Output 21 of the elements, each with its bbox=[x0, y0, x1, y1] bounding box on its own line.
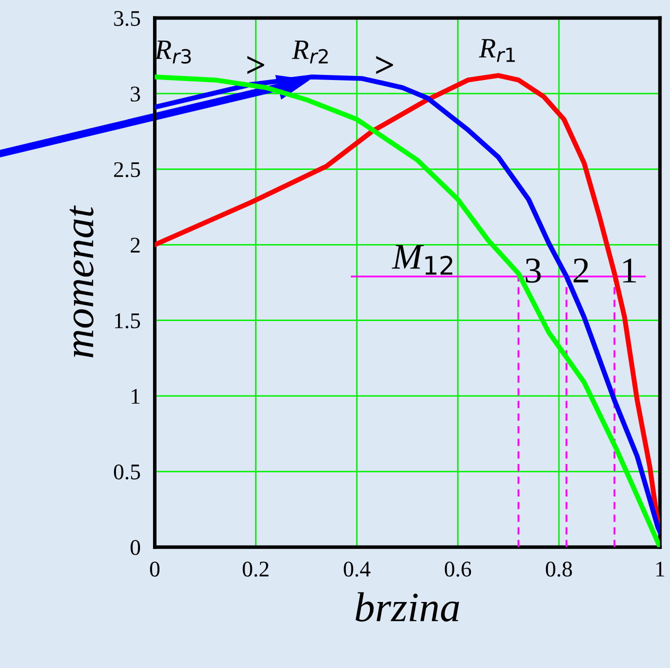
y-tick-label: 3.5 bbox=[114, 11, 140, 26]
y-tick-label: 2 bbox=[130, 238, 140, 252]
x-tick-label: 0.4 bbox=[344, 562, 370, 577]
x-tick-label: 0.8 bbox=[546, 562, 572, 577]
y-tick-label: 0.5 bbox=[114, 464, 140, 480]
x-axis-title: brzina bbox=[356, 592, 460, 622]
annotation: M$_{12}$ bbox=[392, 244, 452, 275]
y-tick-label: 3 bbox=[130, 86, 140, 102]
series-label: R$_{r3}$ bbox=[154, 40, 191, 64]
y-tick-label: 1.5 bbox=[115, 313, 140, 328]
y-tick-label: 2.5 bbox=[114, 162, 140, 178]
y-tick-label: 1 bbox=[132, 388, 140, 404]
x-tick-label: 0 bbox=[150, 562, 160, 577]
y-tick-label: 0 bbox=[130, 540, 140, 556]
x-tick-label: 1 bbox=[656, 562, 664, 576]
y-axis-title: momenat bbox=[70, 205, 94, 358]
annotation: > bbox=[376, 56, 393, 74]
x-tick-label: 0.6 bbox=[444, 562, 472, 577]
series-label: R$_{r1}$ bbox=[478, 39, 515, 62]
x-tick-label: 0.2 bbox=[242, 562, 268, 577]
series-label: R$_{r2}$ bbox=[292, 40, 328, 64]
